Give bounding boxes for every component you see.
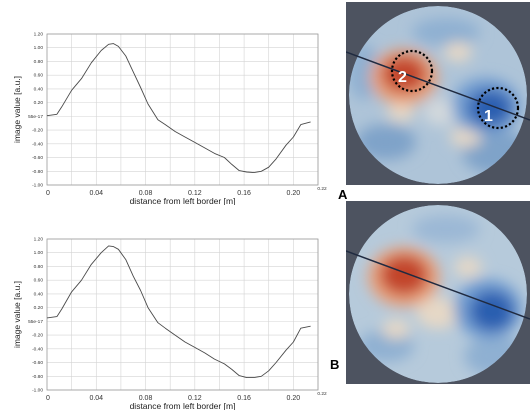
- profile-line: [346, 250, 530, 320]
- y-tick-label: 0.60: [34, 278, 44, 284]
- y-tick-label: -0.80: [32, 169, 43, 175]
- x-axis-label: distance from left border [m]: [130, 196, 236, 205]
- y-tick-label: 55e-17: [28, 114, 43, 120]
- profile-line: [346, 51, 530, 121]
- y-tick-label: 0.80: [34, 264, 44, 270]
- y-tick-label: -0.60: [32, 360, 43, 366]
- heatmap-panel-b: [346, 201, 530, 384]
- x-tick-label: 0: [46, 190, 50, 197]
- x-tick-label: 0.12: [188, 395, 202, 402]
- y-tick-label: -0.80: [32, 374, 43, 380]
- plot-frame: [46, 238, 319, 391]
- x-tick-label: 0.08: [139, 395, 153, 402]
- sensor-disc: [349, 6, 527, 184]
- plot-frame: [46, 33, 319, 186]
- x-tick-label: 0.08: [139, 190, 153, 197]
- x-tick-label: 0.04: [89, 190, 103, 197]
- marker-2-circle: [390, 49, 434, 93]
- y-tick-label: -0.60: [32, 155, 43, 161]
- y-tick-label: 0.20: [34, 100, 44, 106]
- profile-series-line: [46, 245, 311, 379]
- y-tick-label: 1.20: [34, 237, 44, 243]
- y-tick-label: 55e-17: [28, 319, 43, 325]
- y-tick-label: 0.40: [34, 291, 44, 297]
- profile-series-line: [46, 43, 311, 174]
- y-axis-label: image value [a.u.]: [12, 76, 22, 143]
- marker-2-label: 2: [398, 69, 407, 86]
- y-axis-label: image value [a.u.]: [12, 281, 22, 348]
- x-tick-label: 0.16: [237, 395, 251, 402]
- y-tick-label: -1.00: [32, 388, 43, 394]
- x-tick-label: 0.20: [287, 395, 301, 402]
- x-end-label: 0.22: [317, 186, 327, 192]
- line-chart-b: -1.00 -0.80 -0.60 -0.40 -0.20 55e-17 0.20 0.40 0…: [12, 237, 327, 410]
- y-tick-label: 1.00: [34, 250, 44, 256]
- line-chart-a: -1.00 -0.80 -0.60 -0.40 -0.20 55e-17 0.20 0.40 0…: [12, 32, 327, 206]
- x-end-label: 0.22: [317, 391, 327, 397]
- y-tick-label: -0.20: [32, 128, 43, 134]
- marker-1-circle: [476, 86, 520, 130]
- x-tick-label: 0.12: [188, 190, 202, 197]
- y-tick-label: 0.40: [34, 86, 44, 92]
- y-tick-label: -0.40: [32, 346, 43, 352]
- panel-letter-a: A: [338, 187, 348, 202]
- x-tick-label: 0.20: [287, 190, 301, 197]
- heatmap-panel-a: 2 1: [346, 2, 530, 185]
- x-tick-label: 0.04: [89, 395, 103, 402]
- x-tick-label: 0: [46, 395, 50, 402]
- sensor-disc: [349, 205, 527, 383]
- y-tick-label: 0.80: [34, 59, 44, 65]
- panel-letter-b: B: [330, 357, 340, 372]
- x-axis-label: distance from left border [m]: [130, 401, 236, 410]
- x-tick-label: 0.16: [237, 190, 251, 197]
- y-tick-label: 0.60: [34, 73, 44, 79]
- y-tick-label: -0.20: [32, 333, 43, 339]
- y-tick-label: 1.00: [34, 45, 44, 51]
- y-tick-label: -1.00: [32, 183, 43, 189]
- y-tick-label: 0.20: [34, 305, 44, 311]
- y-tick-label: 1.20: [34, 32, 44, 38]
- y-tick-label: -0.40: [32, 141, 43, 147]
- marker-1-label: 1: [484, 108, 493, 125]
